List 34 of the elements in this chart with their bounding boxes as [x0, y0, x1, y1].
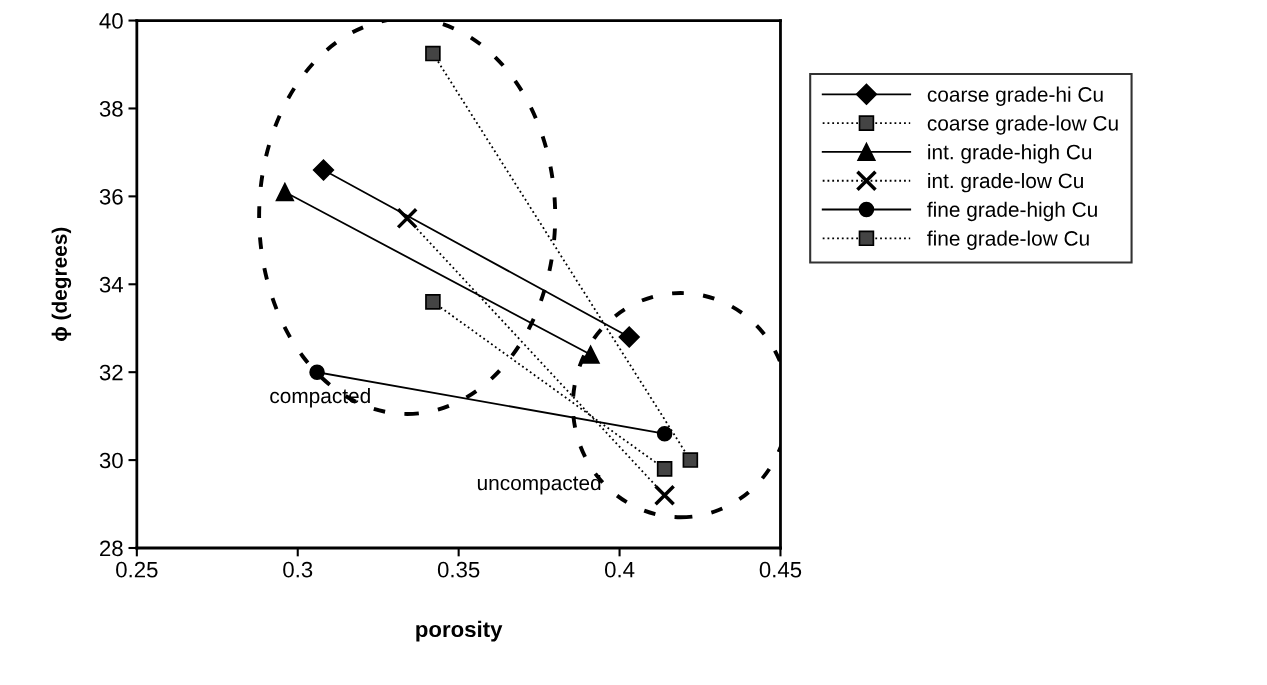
legend-label: int. grade-low Cu	[928, 172, 1083, 193]
annotation: compacted	[270, 387, 370, 408]
point	[275, 182, 295, 202]
y-tick-label: 32	[99, 364, 123, 381]
legend-label: fine grade-high Cu	[927, 201, 1097, 222]
point	[425, 45, 441, 62]
x-tick-label: 0.4	[604, 561, 635, 578]
point	[682, 452, 699, 468]
y-axis-title: ϕ (degrees)	[51, 227, 72, 342]
y-tick-label: 40	[99, 13, 123, 29]
point	[656, 461, 673, 477]
annotation: uncompacted	[477, 475, 601, 495]
point	[309, 364, 325, 380]
point	[581, 345, 600, 364]
point	[656, 425, 673, 442]
x-tick-label: 0.35	[437, 561, 480, 578]
y-tick-label: 38	[99, 100, 123, 117]
legend-label: coarse grade-low Cu	[927, 115, 1118, 135]
x-tick-label: 0.45	[759, 561, 802, 578]
x-tick-label: 0.25	[116, 561, 158, 578]
y-tick-label: 34	[99, 276, 123, 293]
point	[312, 159, 335, 181]
x-axis-title: porosity	[416, 620, 503, 642]
legend-label: int. grade-high Cu	[928, 144, 1092, 164]
x-tick-label: 0.3	[283, 561, 313, 578]
y-tick-label: 36	[99, 188, 123, 205]
point	[618, 326, 640, 348]
point	[425, 294, 441, 310]
y-tick-label: 30	[99, 452, 123, 469]
point	[396, 207, 418, 230]
legend-label: fine grade-low Cu	[927, 230, 1089, 250]
point	[653, 484, 676, 507]
y-tick-label: 28	[100, 540, 123, 557]
legend-label: coarse grade-hi Cu	[927, 86, 1103, 106]
